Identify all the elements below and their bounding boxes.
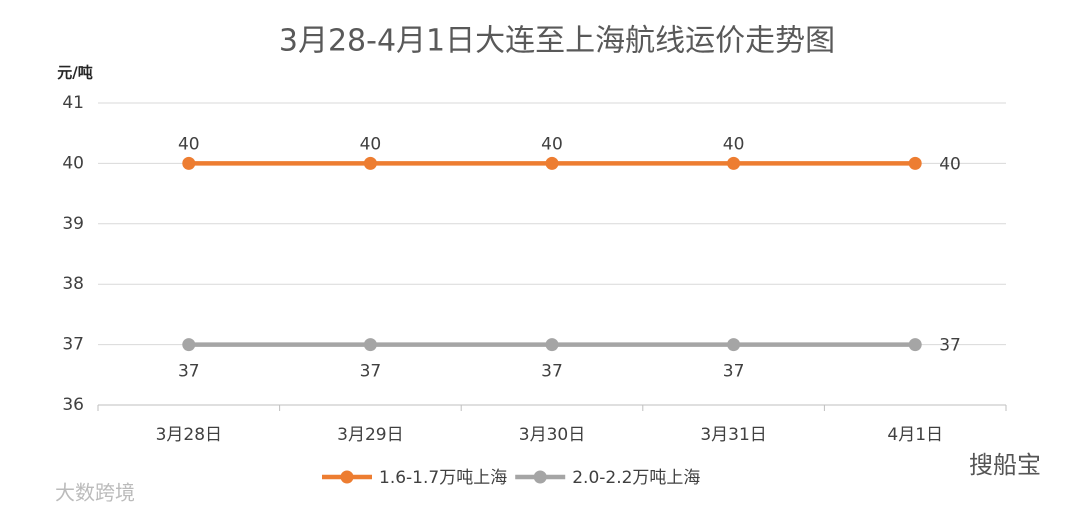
data-label: 40: [178, 134, 200, 154]
data-point: [363, 156, 377, 170]
x-tick-label: 3月30日: [519, 425, 585, 445]
y-tick-label: 38: [62, 274, 84, 294]
x-tick-label: 4月1日: [887, 425, 943, 445]
x-tick-label: 3月28日: [156, 425, 222, 445]
data-label: 37: [360, 362, 382, 382]
data-point: [727, 156, 741, 170]
watermark: 大数跨境: [55, 481, 135, 505]
data-label: 37: [939, 336, 961, 356]
data-label: 40: [541, 134, 563, 154]
y-tick-label: 41: [62, 93, 84, 113]
legend-swatch: [340, 470, 354, 484]
x-tick-label: 3月29日: [337, 425, 403, 445]
data-label: 40: [360, 134, 382, 154]
data-label: 40: [723, 134, 745, 154]
y-tick-label: 36: [62, 395, 84, 415]
data-point: [363, 338, 377, 352]
legend-label: 2.0-2.2万吨上海: [572, 468, 700, 488]
legend-label: 1.6-1.7万吨上海: [379, 468, 507, 488]
data-point: [182, 156, 196, 170]
x-tick-label: 3月31日: [700, 425, 766, 445]
data-point: [545, 156, 559, 170]
chart-title: 3月28-4月1日大连至上海航线运价走势图: [279, 24, 835, 59]
legend-swatch: [533, 470, 547, 484]
data-point: [908, 338, 922, 352]
data-point: [545, 338, 559, 352]
data-label: 37: [541, 362, 563, 382]
y-tick-label: 37: [62, 335, 84, 355]
data-label: 37: [178, 362, 200, 382]
watermark: 搜船宝: [969, 451, 1041, 479]
y-tick-label: 40: [62, 153, 84, 173]
y-tick-label: 39: [62, 214, 84, 234]
data-point: [727, 338, 741, 352]
data-label: 40: [939, 154, 961, 174]
data-point: [908, 156, 922, 170]
data-point: [182, 338, 196, 352]
y-axis-label: 元/吨: [57, 64, 92, 82]
data-label: 37: [723, 362, 745, 382]
